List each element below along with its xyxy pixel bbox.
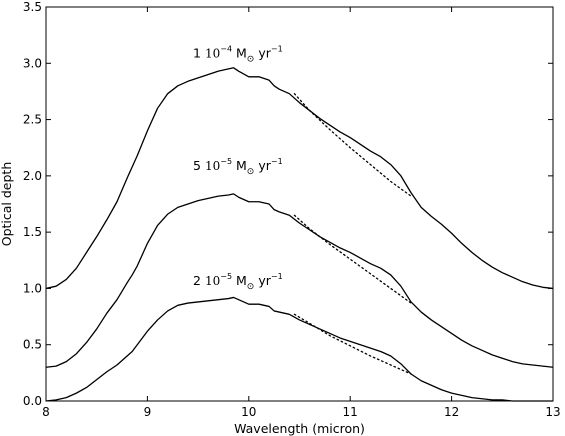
series-line-2	[45, 193, 554, 368]
series-line-1	[45, 67, 554, 290]
dotted-series-line-2	[293, 214, 412, 304]
x-tick-label: 11	[343, 405, 358, 419]
mass-loss-rate-label-3: 2 10−5 M⊙ yr−1	[193, 272, 283, 292]
x-tick-label: 12	[444, 405, 459, 419]
y-tick-label: 2.5	[23, 113, 42, 127]
y-axis-label: Optical depth	[0, 162, 14, 247]
mass-loss-rate-label-2: 5 10−5 M⊙ yr−1	[193, 157, 283, 177]
y-tick-label: 3.0	[23, 56, 42, 70]
x-tick-label: 13	[545, 405, 560, 419]
x-tick-label: 10	[241, 405, 256, 419]
x-axis-label: Wavelength (micron)	[234, 421, 365, 436]
y-tick-label: 0.5	[23, 338, 42, 352]
y-tick-label: 1.5	[23, 225, 42, 239]
mass-loss-rate-label-1: 1 10−4 M⊙ yr−1	[193, 45, 283, 65]
y-tick-label: 1.0	[23, 281, 42, 295]
plot-frame	[45, 6, 554, 402]
dotted-series-line-3	[293, 313, 412, 375]
y-tick-label: 0.0	[23, 394, 42, 408]
y-tick-label: 2.0	[23, 169, 42, 183]
series-line-3	[45, 296, 553, 402]
x-tick-label: 9	[144, 405, 152, 419]
y-tick-label: 3.5	[23, 0, 42, 14]
x-tick-label: 8	[42, 405, 50, 419]
dotted-series-line-1	[293, 93, 412, 197]
